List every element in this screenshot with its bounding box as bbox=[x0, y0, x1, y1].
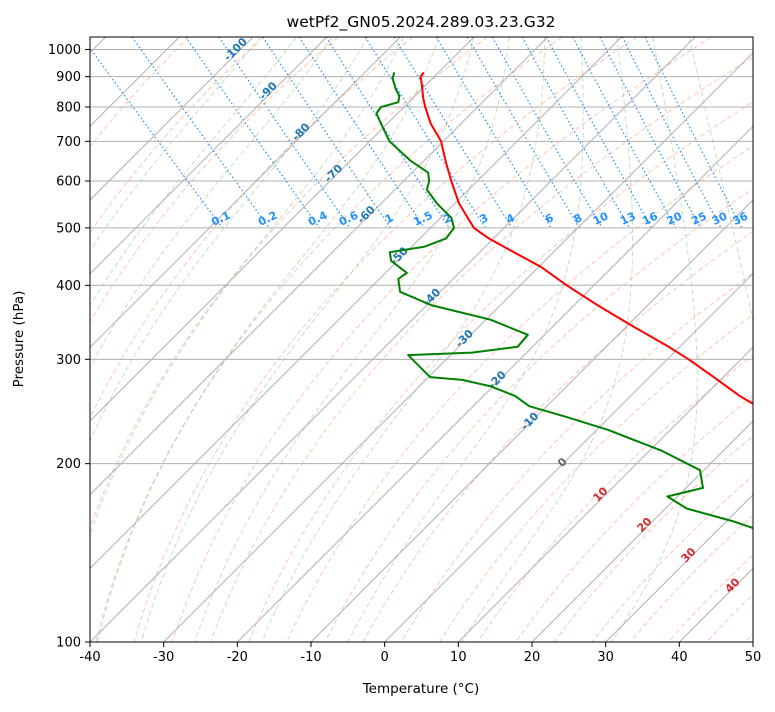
y-tick-label: 200 bbox=[56, 457, 81, 472]
isotherm-line bbox=[385, 37, 775, 642]
isotherm-line bbox=[90, 37, 695, 642]
wetbulb-label: -10 bbox=[518, 409, 541, 432]
mixing-ratio-line bbox=[326, 37, 449, 228]
chart-title: wetPf2_GN05.2024.289.03.23.G32 bbox=[287, 13, 556, 32]
wetbulb-label: -30 bbox=[453, 327, 476, 350]
wetbulb-label: 0 bbox=[555, 455, 570, 470]
dry-adiabat-line bbox=[707, 37, 775, 642]
y-tick-label: 500 bbox=[56, 221, 81, 236]
y-axis-label: Pressure (hPa) bbox=[11, 291, 27, 388]
mixing-ratio-label: 6 bbox=[543, 211, 556, 226]
mixing-ratio-label: 1 bbox=[383, 211, 395, 226]
mixing-ratio-line bbox=[436, 37, 551, 228]
y-tick-label: 800 bbox=[56, 100, 81, 115]
x-axis-label: Temperature (°C) bbox=[362, 681, 480, 697]
dry-adiabat-line bbox=[20, 37, 413, 642]
plot-frame bbox=[90, 37, 753, 642]
x-tick-label: -20 bbox=[227, 650, 248, 665]
theta-label: 20 bbox=[635, 515, 655, 535]
x-tick-label: 10 bbox=[450, 650, 467, 665]
isotherm-line bbox=[0, 37, 253, 642]
mixing-ratio-line bbox=[600, 37, 701, 228]
mixing-ratio-label: 3 bbox=[478, 211, 490, 226]
moist-adiabat-line bbox=[689, 37, 775, 642]
dry-adiabat-line bbox=[0, 37, 189, 642]
theta-label: 40 bbox=[723, 575, 743, 595]
moist-adiabat-line bbox=[0, 37, 260, 642]
dry-adiabat-line bbox=[0, 37, 264, 642]
mixing-ratio-label: 4 bbox=[504, 211, 517, 226]
y-tick-label: 900 bbox=[56, 70, 81, 85]
isotherm-line bbox=[532, 37, 775, 642]
isotherm-line bbox=[16, 37, 621, 642]
mixing-ratio-label: 0.1 bbox=[209, 209, 232, 229]
mixing-ratio-line bbox=[82, 37, 223, 228]
mixing-ratio-line bbox=[492, 37, 602, 228]
dewpoint-profile-line bbox=[376, 72, 775, 642]
dry-adiabat-line bbox=[172, 37, 711, 642]
dry-adiabat-line bbox=[134, 37, 637, 642]
dry-adiabat-line bbox=[0, 37, 338, 642]
mixing-ratio-label: 1.5 bbox=[411, 209, 434, 229]
moist-adiabat-line bbox=[2, 37, 332, 642]
x-tick-label: 30 bbox=[597, 650, 614, 665]
dry-adiabat-line bbox=[516, 37, 775, 642]
dry-adiabat-line bbox=[554, 37, 775, 642]
y-tick-label: 400 bbox=[56, 279, 81, 294]
dry-adiabat-line bbox=[363, 37, 775, 642]
mixing-ratio-label: 0.4 bbox=[306, 209, 329, 229]
wetbulb-label: -60 bbox=[355, 203, 378, 226]
x-tick-label: 20 bbox=[524, 650, 541, 665]
x-tick-label: -40 bbox=[79, 650, 100, 665]
mixing-ratio-line bbox=[622, 37, 721, 228]
theta-label: 10 bbox=[591, 484, 611, 504]
mixing-ratio-label: 0.6 bbox=[337, 209, 360, 229]
isotherm-line bbox=[458, 37, 775, 642]
x-tick-label: -10 bbox=[300, 650, 321, 665]
moist-adiabat-line bbox=[30, 37, 368, 642]
x-tick-label: 50 bbox=[745, 650, 762, 665]
mixing-ratio-line bbox=[573, 37, 676, 228]
y-tick-label: 100 bbox=[56, 636, 81, 651]
isotherm-line bbox=[311, 37, 775, 642]
wetbulb-label: -70 bbox=[322, 162, 345, 185]
isotherm-line bbox=[0, 37, 474, 642]
dry-adiabat-line bbox=[745, 37, 775, 642]
grid-layer bbox=[0, 37, 775, 642]
theta-label: 30 bbox=[679, 545, 699, 565]
isotherm-line bbox=[0, 37, 400, 642]
mixing-ratio-label: 13 bbox=[618, 210, 637, 228]
y-tick-label: 600 bbox=[56, 174, 81, 189]
isotherm-line bbox=[0, 37, 327, 642]
x-tick-label: 0 bbox=[381, 650, 389, 665]
moist-adiabat-line bbox=[462, 37, 633, 642]
y-tick-label: 1000 bbox=[48, 43, 81, 58]
mixing-ratio-label: 25 bbox=[689, 210, 708, 228]
series-layer bbox=[376, 72, 775, 642]
y-tick-label: 300 bbox=[56, 353, 81, 368]
y-tick-label: 700 bbox=[56, 135, 81, 150]
x-tick-label: 40 bbox=[671, 650, 688, 665]
x-tick-label: -30 bbox=[153, 650, 174, 665]
isotherm-line bbox=[753, 37, 775, 642]
dry-adiabat-line bbox=[58, 37, 488, 642]
